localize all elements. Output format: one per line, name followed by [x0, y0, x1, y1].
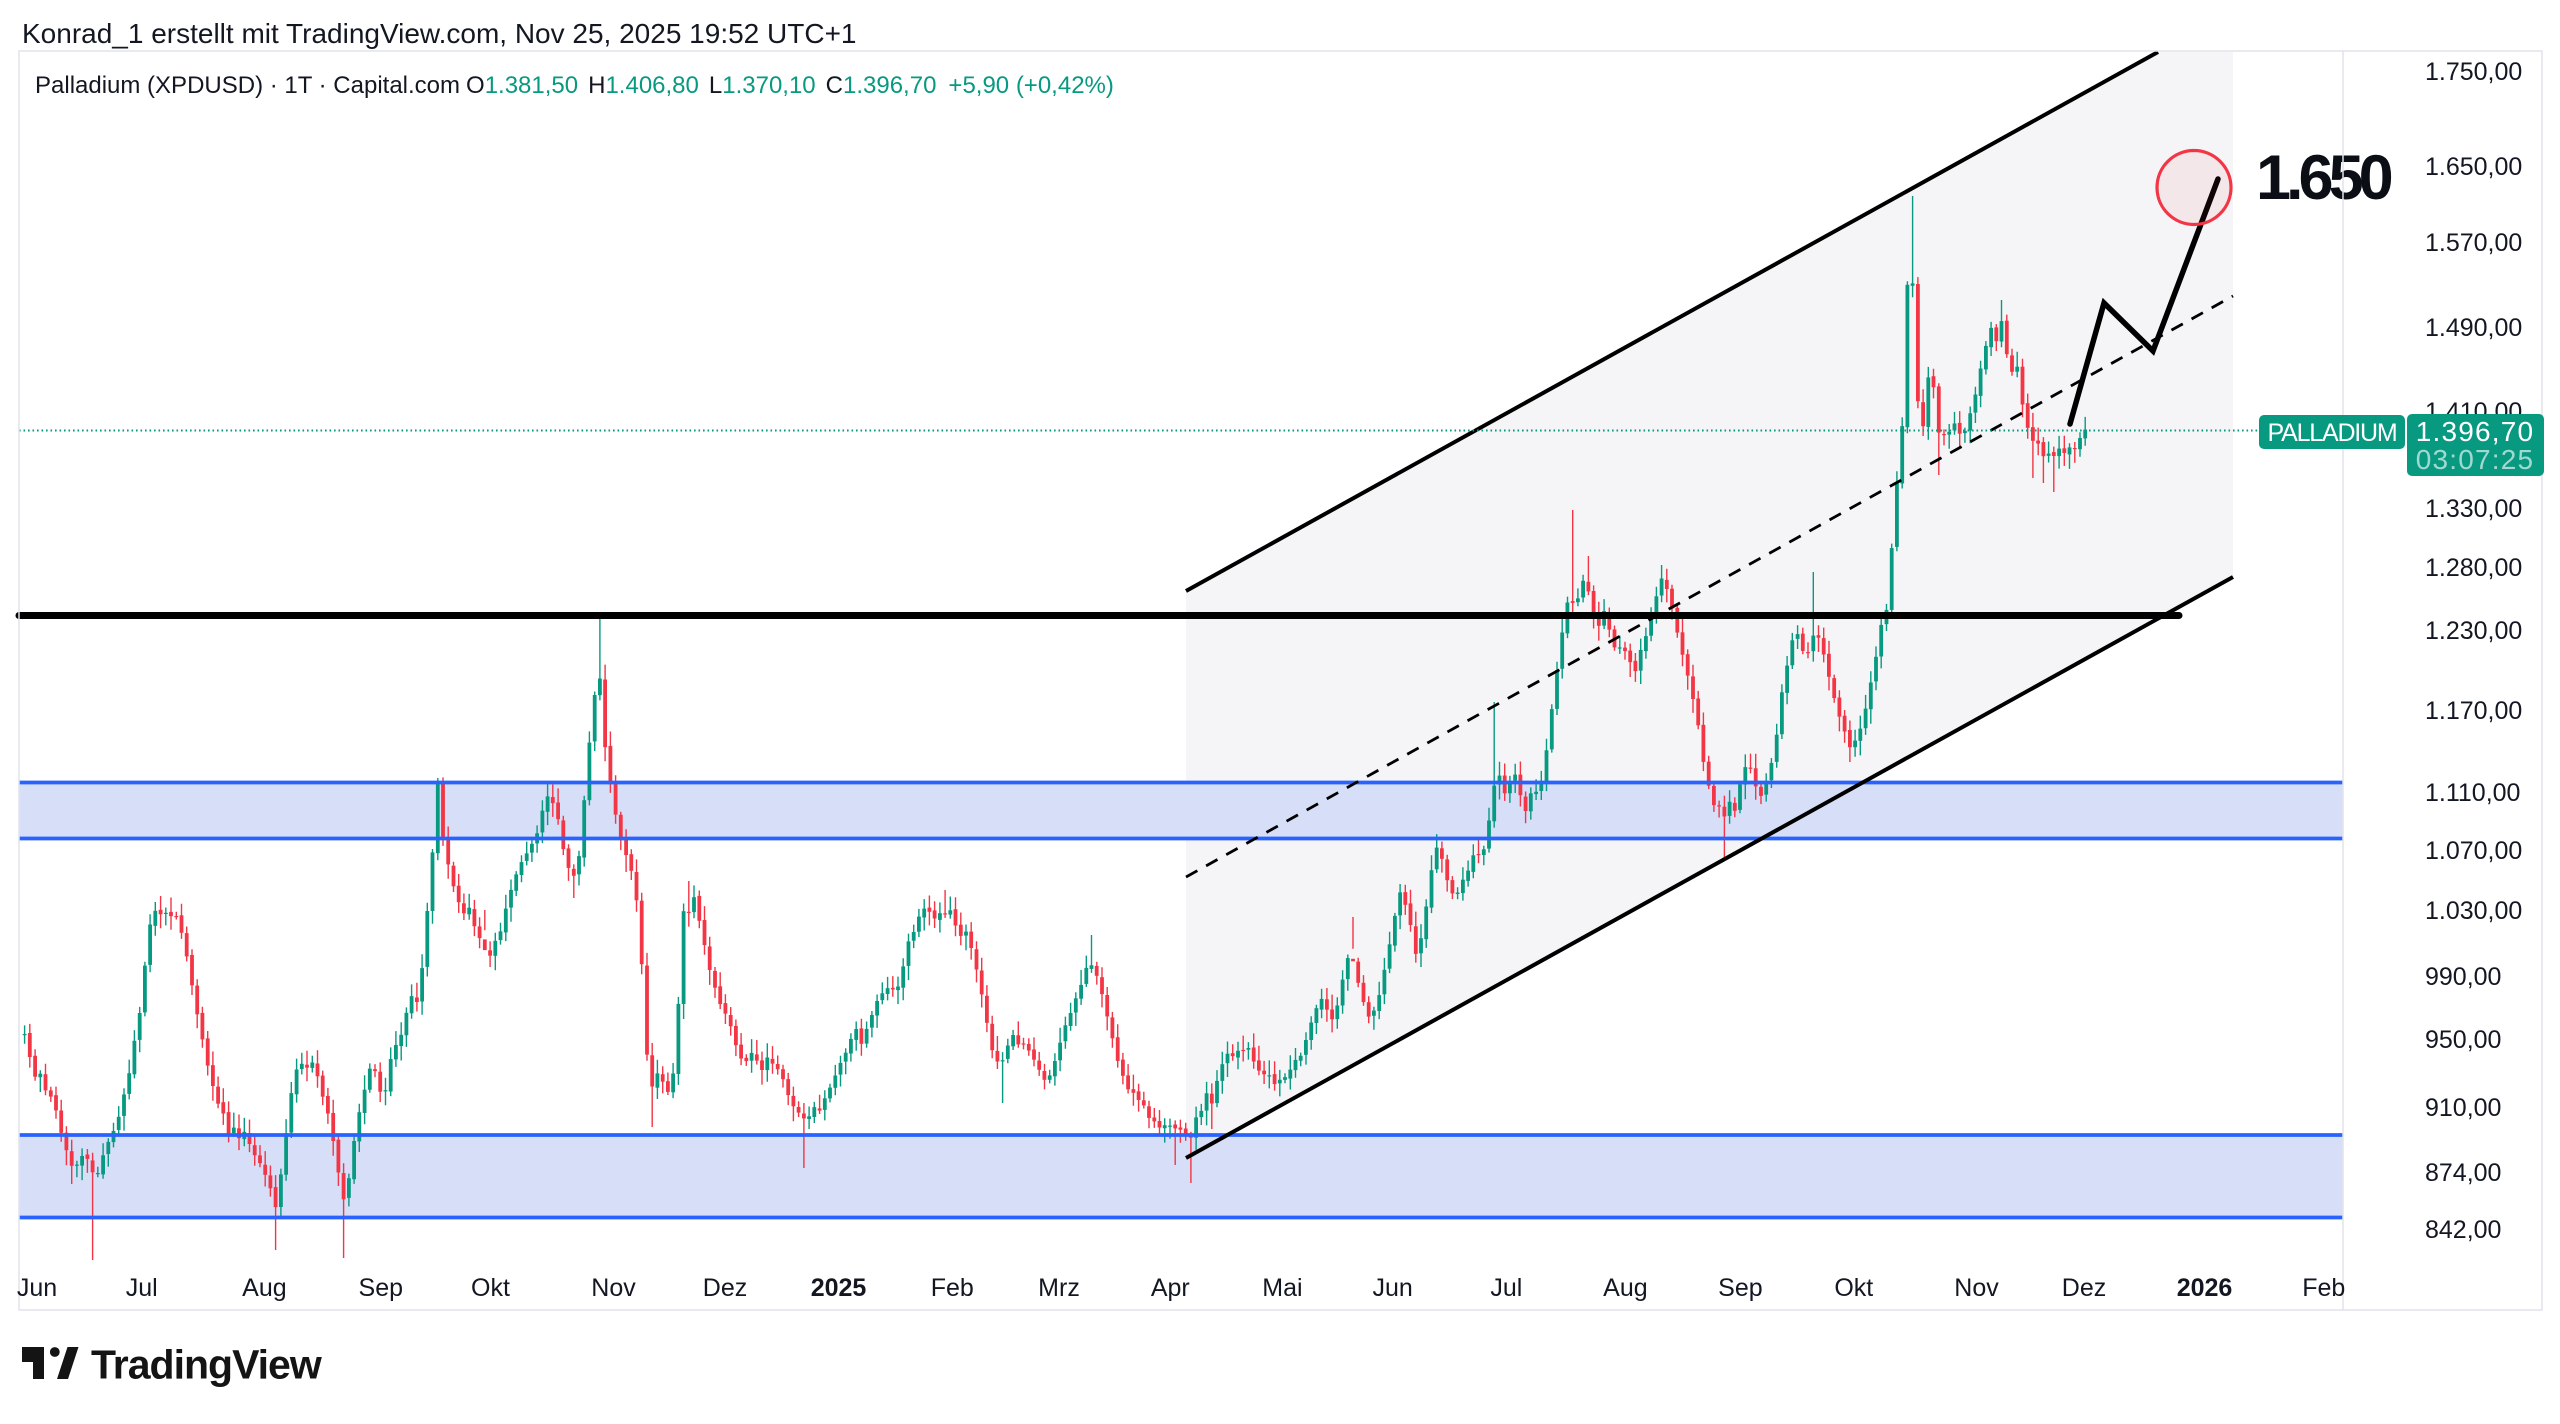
svg-text:Feb: Feb	[2302, 1274, 2345, 1302]
svg-text:Apr: Apr	[1151, 1274, 1190, 1302]
svg-text:Sep: Sep	[359, 1274, 403, 1302]
svg-text:950,00: 950,00	[2425, 1026, 2501, 1054]
svg-text:1.230,00: 1.230,00	[2425, 617, 2522, 645]
svg-text:Sep: Sep	[1718, 1274, 1762, 1302]
svg-text:Palladium (XPDUSD) · 1T · Capi: Palladium (XPDUSD) · 1T · Capital.com O1.…	[35, 72, 1114, 99]
svg-text:Dez: Dez	[2062, 1274, 2106, 1302]
svg-text:874,00: 874,00	[2425, 1159, 2501, 1187]
svg-text:1.170,00: 1.170,00	[2425, 697, 2522, 725]
svg-text:1.396,70: 1.396,70	[2416, 416, 2535, 447]
svg-text:TradingView: TradingView	[91, 1342, 322, 1388]
svg-text:PALLADIUM: PALLADIUM	[2267, 419, 2396, 447]
svg-text:1.070,00: 1.070,00	[2425, 837, 2522, 865]
svg-text:910,00: 910,00	[2425, 1094, 2501, 1122]
svg-text:Dez: Dez	[703, 1274, 747, 1302]
svg-text:Jun: Jun	[17, 1274, 57, 1302]
svg-text:Nov: Nov	[1954, 1274, 1999, 1302]
svg-text:Konrad_1 erstellt mit TradingV: Konrad_1 erstellt mit TradingView.com, N…	[22, 18, 857, 49]
svg-text:1.650: 1.650	[2256, 143, 2392, 213]
svg-text:1.330,00: 1.330,00	[2425, 495, 2522, 523]
svg-text:03:07:25: 03:07:25	[2416, 444, 2535, 475]
svg-text:Aug: Aug	[242, 1274, 286, 1302]
svg-text:2025: 2025	[811, 1274, 867, 1302]
svg-text:1.030,00: 1.030,00	[2425, 897, 2522, 925]
svg-text:Feb: Feb	[931, 1274, 974, 1302]
svg-text:Jul: Jul	[126, 1274, 158, 1302]
svg-text:Mai: Mai	[1262, 1274, 1302, 1302]
svg-text:Jun: Jun	[1372, 1274, 1412, 1302]
svg-text:1.750,00: 1.750,00	[2425, 58, 2522, 86]
svg-text:1.490,00: 1.490,00	[2425, 314, 2522, 342]
svg-text:Mrz: Mrz	[1038, 1274, 1080, 1302]
svg-text:Okt: Okt	[1834, 1274, 1873, 1302]
svg-text:842,00: 842,00	[2425, 1216, 2501, 1244]
svg-text:2026: 2026	[2177, 1274, 2233, 1302]
svg-text:Jul: Jul	[1490, 1274, 1522, 1302]
svg-text:1.650,00: 1.650,00	[2425, 153, 2522, 181]
svg-text:1.570,00: 1.570,00	[2425, 229, 2522, 257]
svg-text:Okt: Okt	[471, 1274, 510, 1302]
svg-text:Nov: Nov	[591, 1274, 636, 1302]
svg-text:1.280,00: 1.280,00	[2425, 554, 2522, 582]
svg-text:Aug: Aug	[1603, 1274, 1647, 1302]
svg-text:1.110,00: 1.110,00	[2425, 779, 2520, 807]
svg-text:990,00: 990,00	[2425, 963, 2501, 991]
